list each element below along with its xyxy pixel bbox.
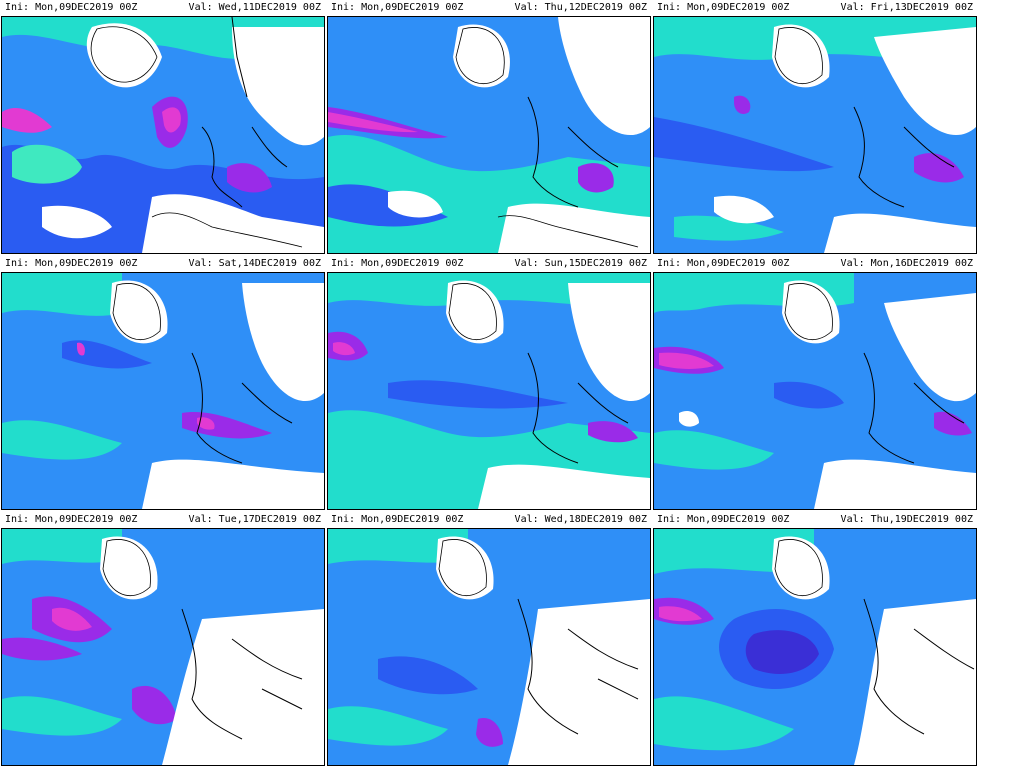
precip-map — [328, 529, 650, 765]
panel-header: Ini: Mon,09DEC2019 00Z Val: Tue,17DEC201… — [1, 512, 325, 528]
map-panel-9: Ini: Mon,09DEC2019 00Z Val: Thu,19DEC201… — [653, 512, 977, 768]
map-panel-8: Ini: Mon,09DEC2019 00Z Val: Wed,18DEC201… — [327, 512, 651, 768]
panel-header: Ini: Mon,09DEC2019 00Z Val: Sun,15DEC201… — [327, 256, 651, 272]
precip-map — [2, 529, 324, 765]
init-time-label: Ini: Mon,09DEC2019 00Z — [5, 2, 138, 13]
valid-time-label: Val: Mon,16DEC2019 00Z — [840, 258, 973, 269]
map-panel-1: Ini: Mon,09DEC2019 00Z Val: Wed,11DEC201… — [1, 0, 325, 256]
valid-time-label: Val: Tue,17DEC2019 00Z — [188, 514, 321, 525]
map-canvas — [1, 16, 325, 254]
init-time-label: Ini: Mon,09DEC2019 00Z — [657, 258, 790, 269]
precip-map — [328, 273, 650, 509]
map-canvas — [653, 528, 977, 766]
init-time-label: Ini: Mon,09DEC2019 00Z — [657, 2, 790, 13]
map-canvas — [1, 528, 325, 766]
init-time-label: Ini: Mon,09DEC2019 00Z — [5, 514, 138, 525]
panel-header: Ini: Mon,09DEC2019 00Z Val: Mon,16DEC201… — [653, 256, 977, 272]
valid-time-label: Val: Thu,19DEC2019 00Z — [840, 514, 973, 525]
init-time-label: Ini: Mon,09DEC2019 00Z — [331, 514, 464, 525]
map-panel-3: Ini: Mon,09DEC2019 00Z Val: Fri,13DEC201… — [653, 0, 977, 256]
panel-header: Ini: Mon,09DEC2019 00Z Val: Fri,13DEC201… — [653, 0, 977, 16]
panel-header: Ini: Mon,09DEC2019 00Z Val: Wed,11DEC201… — [1, 0, 325, 16]
precip-map — [654, 17, 976, 253]
valid-time-label: Val: Thu,12DEC2019 00Z — [514, 2, 647, 13]
map-panel-4: Ini: Mon,09DEC2019 00Z Val: Sat,14DEC201… — [1, 256, 325, 512]
init-time-label: Ini: Mon,09DEC2019 00Z — [657, 514, 790, 525]
panel-header: Ini: Mon,09DEC2019 00Z Val: Thu,19DEC201… — [653, 512, 977, 528]
valid-time-label: Val: Wed,11DEC2019 00Z — [188, 2, 321, 13]
valid-time-label: Val: Sat,14DEC2019 00Z — [188, 258, 321, 269]
precip-map — [654, 529, 976, 765]
precip-map — [328, 17, 650, 253]
map-panel-5: Ini: Mon,09DEC2019 00Z Val: Sun,15DEC201… — [327, 256, 651, 512]
map-canvas — [1, 272, 325, 510]
map-panel-6: Ini: Mon,09DEC2019 00Z Val: Mon,16DEC201… — [653, 256, 977, 512]
panel-header: Ini: Mon,09DEC2019 00Z Val: Wed,18DEC201… — [327, 512, 651, 528]
init-time-label: Ini: Mon,09DEC2019 00Z — [5, 258, 138, 269]
panel-header: Ini: Mon,09DEC2019 00Z Val: Thu,12DEC201… — [327, 0, 651, 16]
init-time-label: Ini: Mon,09DEC2019 00Z — [331, 258, 464, 269]
map-canvas — [327, 528, 651, 766]
precip-map — [2, 17, 324, 253]
valid-time-label: Val: Wed,18DEC2019 00Z — [514, 514, 647, 525]
map-panel-7: Ini: Mon,09DEC2019 00Z Val: Tue,17DEC201… — [1, 512, 325, 768]
valid-time-label: Val: Fri,13DEC2019 00Z — [840, 2, 973, 13]
precip-map — [2, 273, 324, 509]
map-canvas — [653, 16, 977, 254]
map-panel-2: Ini: Mon,09DEC2019 00Z Val: Thu,12DEC201… — [327, 0, 651, 256]
precip-map — [654, 273, 976, 509]
map-canvas — [327, 16, 651, 254]
map-canvas — [653, 272, 977, 510]
init-time-label: Ini: Mon,09DEC2019 00Z — [331, 2, 464, 13]
panel-header: Ini: Mon,09DEC2019 00Z Val: Sat,14DEC201… — [1, 256, 325, 272]
map-canvas — [327, 272, 651, 510]
valid-time-label: Val: Sun,15DEC2019 00Z — [514, 258, 647, 269]
